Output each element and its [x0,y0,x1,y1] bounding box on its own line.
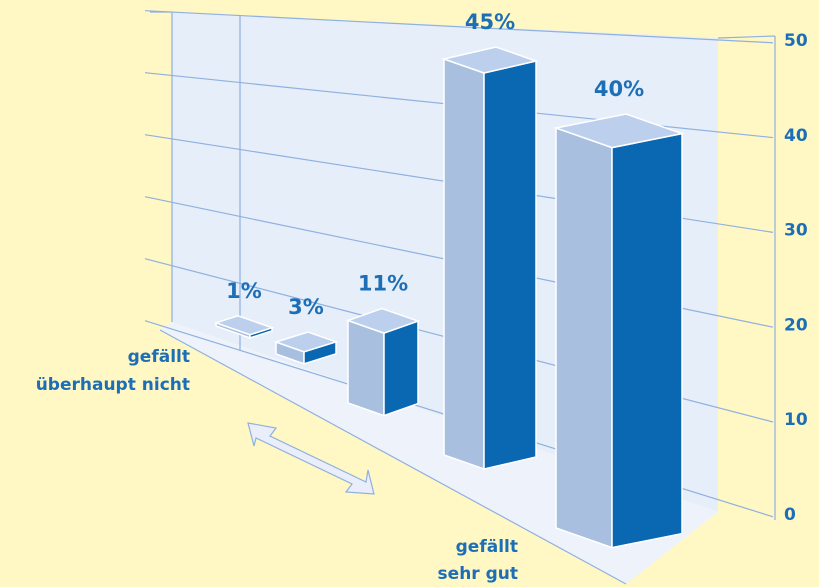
bar-value-label: 40% [594,77,644,101]
y-tick-label: 10 [784,410,808,430]
scale-direction-arrow [247,422,375,495]
bar-front [347,319,385,417]
bar-value-label: 1% [226,279,262,303]
bar-front [443,57,485,471]
y-tick-label: 40 [784,126,808,146]
y-tick-label: 0 [784,505,796,525]
bar-value-label: 11% [358,272,408,296]
y-tick-label: 20 [784,315,808,335]
y-axis-ticks: 0 10 20 30 40 50 [784,31,808,525]
value-labels: 1% 3% 11% 45% 40% [226,10,644,319]
wall-edge-right-top [717,35,776,39]
y-tick-label: 50 [784,31,808,51]
bars [213,46,685,549]
gridline [144,10,774,44]
bar [213,315,275,339]
bar [441,46,539,471]
low-end-label-line2: überhaupt nicht [36,375,190,395]
floor-front-edge [159,329,627,585]
bar-top [441,46,539,74]
bar-side [483,60,537,470]
bar-top [273,331,339,353]
bar-top [553,113,685,149]
bar [553,113,685,549]
high-end-label-line1: gefällt [456,537,518,557]
bar-side [611,132,683,549]
bar-value-label: 45% [465,10,515,34]
bar [345,307,421,417]
bar-side [383,320,419,417]
bar-front [555,126,613,549]
high-end-label-line2: sehr gut [438,564,518,584]
bar [273,331,339,365]
bar-top [345,307,421,334]
y-tick-label: 30 [784,221,808,241]
double-arrow-icon [247,422,375,495]
bar-value-label: 3% [288,295,324,319]
low-end-label-line1: gefällt [128,347,190,367]
bar-top [213,315,275,336]
